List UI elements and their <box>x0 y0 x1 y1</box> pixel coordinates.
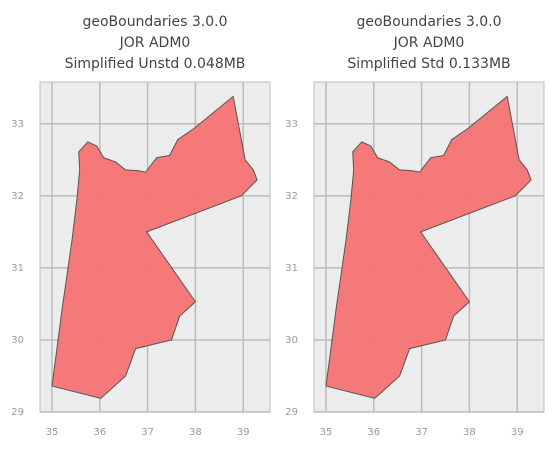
y-tick-label: 32 <box>11 191 24 202</box>
chart-title: JOR ADM0 <box>119 35 191 51</box>
chart-title: geoBoundaries 3.0.0 <box>82 14 227 30</box>
y-tick-label: 29 <box>11 407 24 418</box>
x-tick-label: 39 <box>237 427 250 438</box>
y-tick-label: 32 <box>285 191 298 202</box>
y-tick-label: 29 <box>285 407 298 418</box>
x-tick-label: 35 <box>46 427 59 438</box>
x-tick-label: 36 <box>93 427 106 438</box>
x-tick-label: 35 <box>320 427 333 438</box>
x-tick-label: 39 <box>511 427 524 438</box>
y-tick-label: 33 <box>285 119 298 130</box>
x-tick-label: 37 <box>141 427 154 438</box>
boundary <box>325 95 532 399</box>
y-tick-label: 30 <box>11 335 24 346</box>
boundary <box>51 95 258 399</box>
y-tick-label: 31 <box>285 263 298 274</box>
x-tick-label: 36 <box>367 427 380 438</box>
y-tick-label: 33 <box>11 119 24 130</box>
chart-title: Simplified Unstd 0.048MB <box>65 56 246 72</box>
y-tick-label: 30 <box>285 335 298 346</box>
x-tick-label: 37 <box>415 427 428 438</box>
chart-title: JOR ADM0 <box>393 35 465 51</box>
chart-title: Simplified Std 0.133MB <box>347 56 510 72</box>
y-tick-label: 31 <box>11 263 24 274</box>
x-tick-label: 38 <box>463 427 476 438</box>
x-tick-label: 38 <box>189 427 202 438</box>
chart-title: geoBoundaries 3.0.0 <box>356 14 501 30</box>
